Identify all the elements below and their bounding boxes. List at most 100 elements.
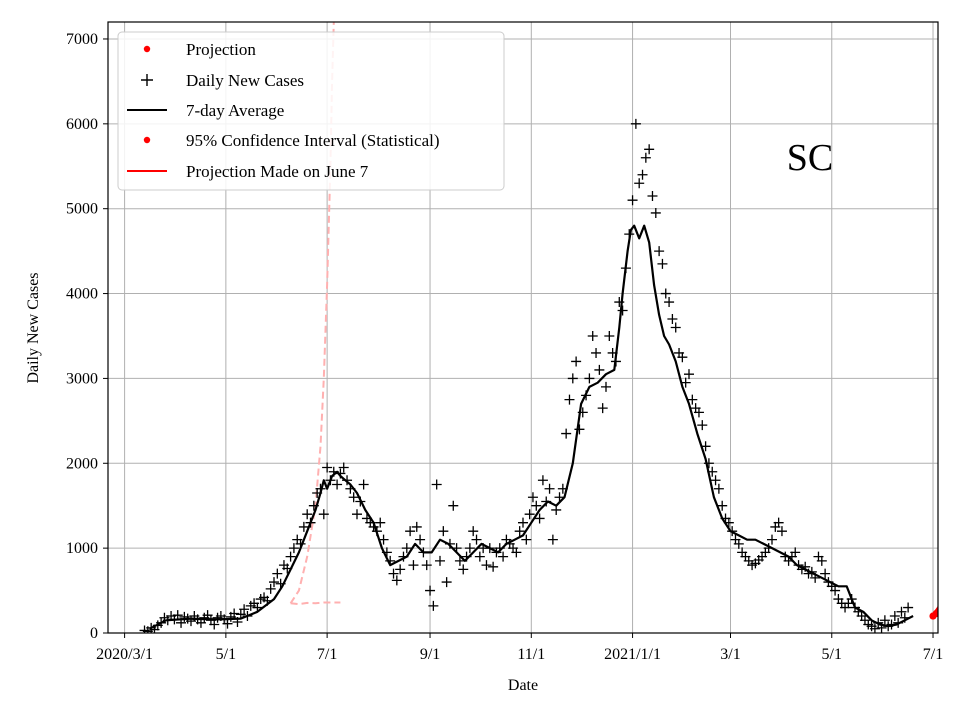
legend-item-seven-day-average: 7-day Average: [127, 101, 284, 120]
y-tick-label: 7000: [66, 31, 98, 48]
daily-case-point: [667, 314, 678, 325]
daily-case-point: [879, 615, 890, 626]
daily-case-point: [521, 534, 532, 545]
daily-case-point: [514, 526, 525, 537]
daily-case-point: [587, 330, 598, 341]
daily-case-point: [527, 492, 538, 503]
daily-case-point: [713, 483, 724, 494]
y-axis: 0 1000 2000 3000 4000 5000 6000 7000: [66, 31, 108, 642]
y-tick-label: 3000: [66, 370, 98, 387]
daily-case-point: [684, 369, 694, 380]
seven-day-average-series: [148, 224, 914, 630]
daily-case-point: [229, 608, 240, 619]
daily-case-point: [332, 479, 343, 490]
x-tick-label: 9/1: [420, 646, 440, 663]
daily-case-point: [428, 600, 439, 611]
legend-item-projection-june-7: Projection Made on June 7: [127, 162, 369, 181]
daily-case-point: [511, 547, 522, 558]
daily-case-point: [375, 517, 386, 528]
daily-case-point: [298, 521, 309, 532]
daily-case-point: [790, 547, 801, 558]
daily-case-point: [448, 500, 459, 511]
daily-case-point: [288, 543, 299, 554]
daily-case-point: [591, 347, 602, 358]
daily-case-point: [830, 585, 841, 596]
daily-case-point: [209, 619, 220, 630]
plot-frame: [107, 21, 939, 634]
daily-case-point: [405, 526, 416, 537]
daily-case-point: [630, 118, 641, 129]
daily-case-point: [657, 258, 668, 269]
daily-case-point: [265, 583, 276, 594]
y-axis-label: Daily New Cases: [25, 272, 42, 383]
daily-case-point: [431, 479, 442, 490]
daily-case-point: [664, 297, 675, 308]
daily-case-point: [272, 568, 283, 579]
x-axis-label: Date: [508, 677, 538, 694]
daily-case-point: [869, 623, 880, 633]
daily-case-point: [640, 152, 651, 163]
daily-case-point: [650, 207, 661, 218]
daily-case-point: [438, 526, 449, 537]
daily-case-point: [411, 521, 422, 532]
daily-case-point: [627, 195, 638, 206]
daily-case-point: [471, 534, 482, 545]
daily-case-point: [352, 509, 362, 520]
x-axis: 2020/3/1 5/1 7/1 9/1 11/1 2021/1/1 3/1 5/1 7/1: [96, 633, 943, 663]
daily-case-point: [415, 534, 426, 545]
x-tick-label: 3/1: [720, 646, 740, 663]
y-tick-label: 2000: [66, 455, 98, 472]
daily-case-point: [531, 500, 542, 511]
daily-case-point: [644, 144, 655, 155]
daily-case-point: [498, 551, 509, 562]
daily-case-point: [408, 560, 419, 571]
daily-case-point: [302, 509, 313, 520]
daily-case-point: [776, 526, 787, 537]
daily-case-point: [518, 517, 528, 528]
daily-case-point: [391, 575, 402, 586]
y-tick-label: 4000: [66, 286, 98, 303]
x-tick-label: 5/1: [216, 646, 236, 663]
daily-case-point: [458, 564, 469, 575]
daily-case-point: [677, 352, 688, 363]
legend-marker-confidence-interval: [143, 136, 151, 144]
y-tick-label: 1000: [66, 540, 98, 557]
daily-case-point: [358, 479, 369, 490]
daily-case-point: [767, 534, 777, 545]
state-annotation: SC: [787, 137, 833, 179]
daily-case-point: [547, 534, 558, 545]
daily-case-point: [524, 509, 535, 520]
daily-case-point: [322, 462, 333, 473]
y-tick-label: 0: [90, 625, 98, 642]
daily-case-point: [654, 246, 665, 257]
x-tick-label: 5/1: [822, 646, 842, 663]
legend-item-projection: Projection: [143, 40, 256, 59]
daily-case-point: [637, 169, 648, 180]
daily-case-point: [660, 288, 671, 299]
daily-case-point: [561, 428, 572, 439]
daily-case-point: [574, 424, 585, 435]
daily-case-point: [454, 555, 465, 566]
daily-case-point: [604, 330, 615, 341]
daily-case-point: [554, 492, 565, 503]
y-tick-label: 6000: [66, 116, 98, 133]
legend: Projection Daily New Cases 7-day Average…: [117, 31, 505, 191]
daily-case-point: [488, 561, 499, 572]
daily-case-point: [468, 526, 479, 537]
daily-case-point: [338, 462, 349, 473]
daily-case-point: [617, 305, 628, 316]
daily-case-point: [239, 604, 250, 615]
daily-case-point: [896, 606, 907, 617]
legend-label-seven-day-average: 7-day Average: [186, 101, 284, 120]
legend-label-daily-new-cases: Daily New Cases: [186, 71, 304, 90]
daily-case-point: [594, 364, 605, 375]
early-projection: [289, 22, 341, 606]
daily-case-point: [889, 611, 900, 622]
daily-case-point: [401, 543, 412, 554]
daily-case-point: [425, 585, 436, 596]
daily-case-point: [474, 551, 485, 562]
daily-case-point: [571, 356, 582, 367]
daily-case-point: [710, 475, 721, 486]
daily-case-point: [567, 373, 578, 384]
